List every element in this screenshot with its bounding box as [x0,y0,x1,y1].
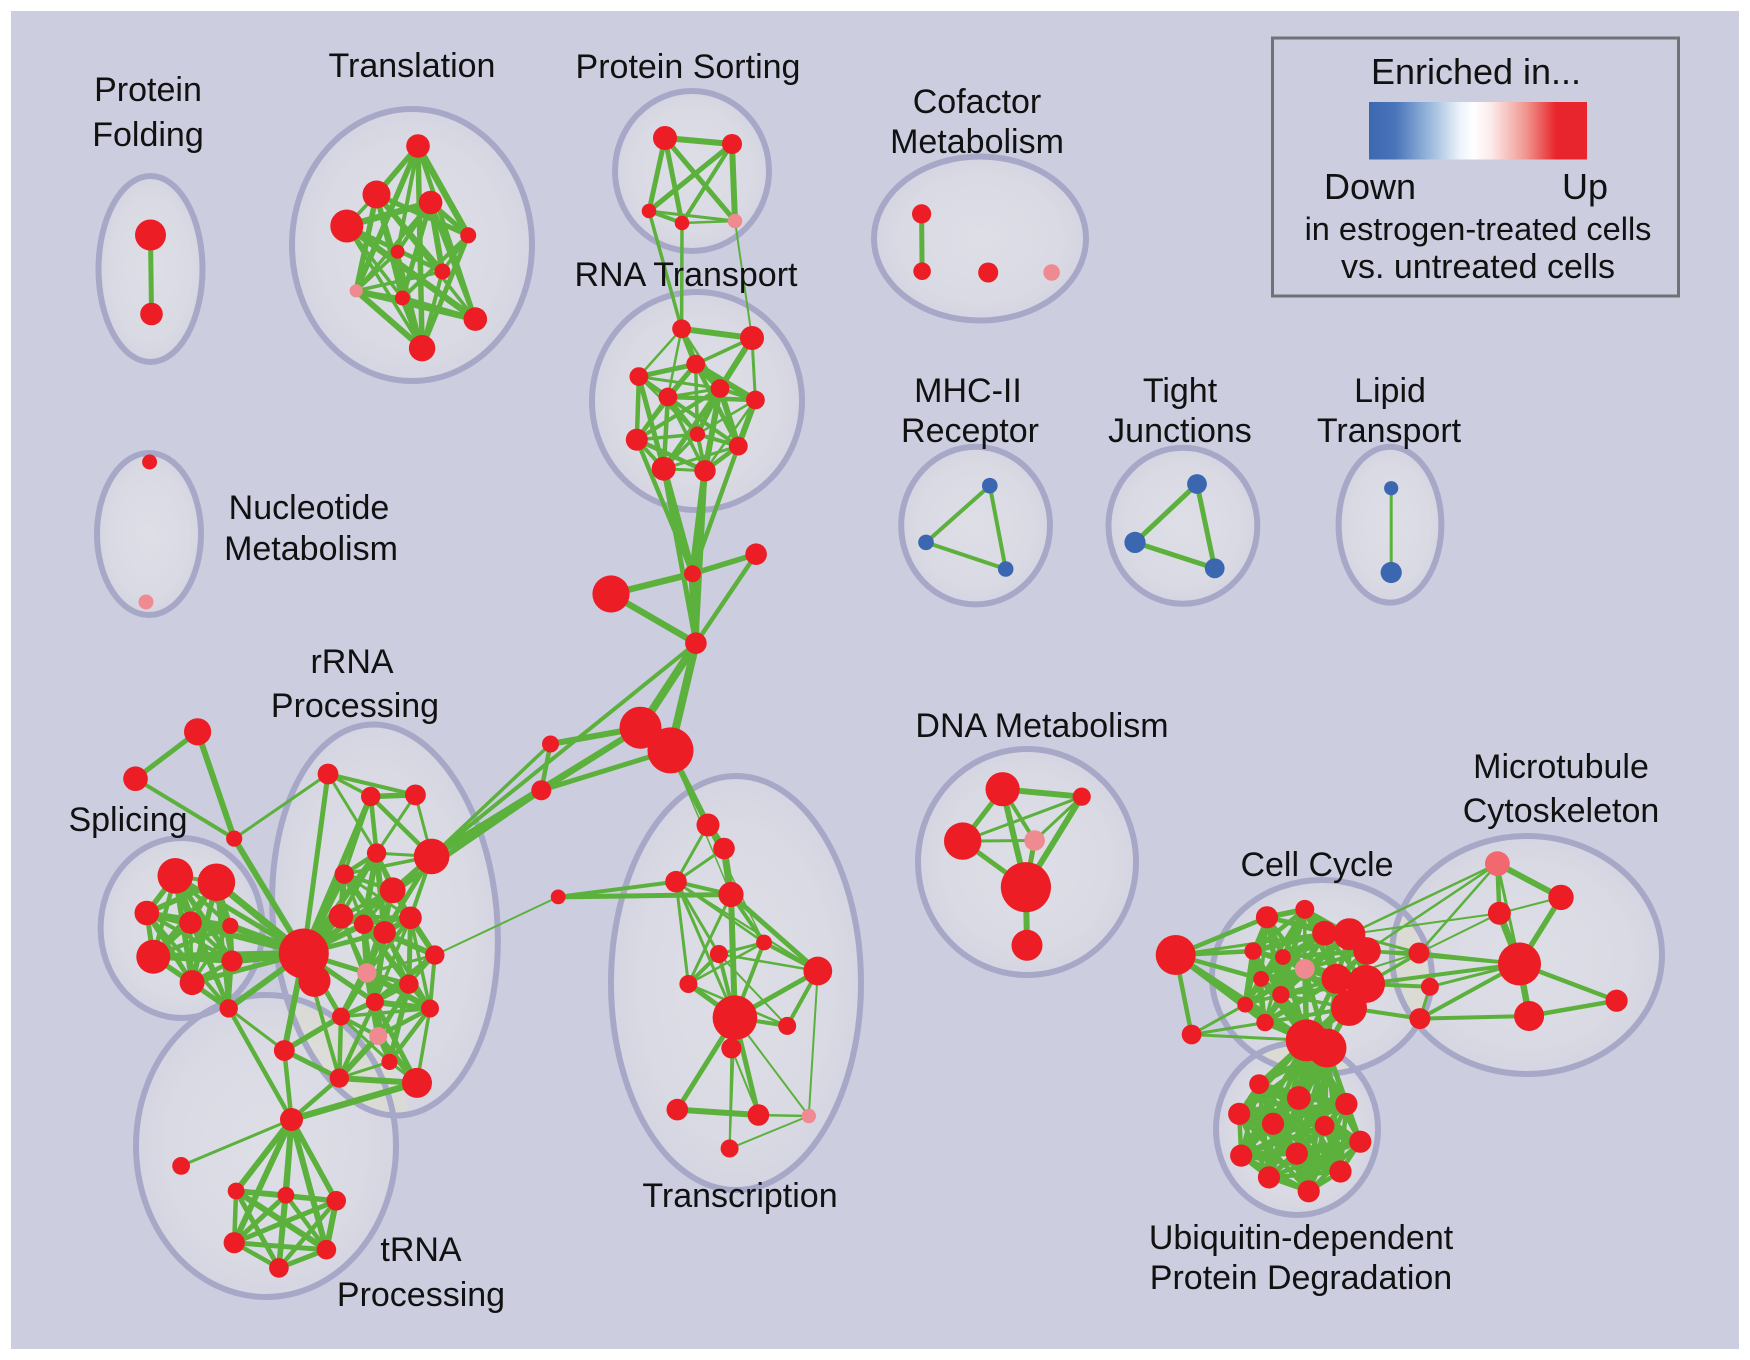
svg-text:tRNA: tRNA [380,1231,462,1269]
svg-text:Enriched in...: Enriched in... [1371,51,1581,92]
svg-text:Receptor: Receptor [901,412,1039,450]
svg-text:Nucleotide: Nucleotide [229,489,390,527]
svg-text:Down: Down [1324,166,1416,207]
svg-text:Transport: Transport [1317,412,1462,450]
svg-text:Tight: Tight [1143,372,1218,410]
svg-text:Cell Cycle: Cell Cycle [1240,846,1393,884]
svg-text:Processing: Processing [271,687,439,725]
svg-text:Processing: Processing [337,1276,505,1314]
svg-text:Transcription: Transcription [642,1177,837,1215]
svg-text:Protein: Protein [94,71,202,109]
svg-text:Protein Sorting: Protein Sorting [576,48,801,86]
svg-text:Cofactor: Cofactor [913,83,1042,121]
svg-text:Ubiquitin-dependent: Ubiquitin-dependent [1149,1219,1454,1257]
svg-text:Up: Up [1562,166,1608,207]
svg-text:MHC-II: MHC-II [914,372,1022,410]
svg-text:Metabolism: Metabolism [224,530,398,568]
svg-text:in estrogen-treated cells: in estrogen-treated cells [1305,211,1652,247]
svg-text:Folding: Folding [92,116,204,154]
svg-text:DNA Metabolism: DNA Metabolism [915,707,1168,745]
svg-text:Metabolism: Metabolism [890,123,1064,161]
svg-text:Translation: Translation [329,47,496,85]
svg-text:Protein Degradation: Protein Degradation [1150,1259,1452,1297]
svg-text:Junctions: Junctions [1108,412,1252,450]
svg-text:Lipid: Lipid [1354,372,1426,410]
svg-text:Cytoskeleton: Cytoskeleton [1463,792,1660,830]
svg-text:Microtubule: Microtubule [1473,748,1649,786]
svg-text:RNA Transport: RNA Transport [575,256,799,294]
svg-text:vs. untreated cells: vs. untreated cells [1341,248,1615,286]
svg-text:rRNA: rRNA [310,643,393,681]
svg-text:Splicing: Splicing [68,801,187,839]
